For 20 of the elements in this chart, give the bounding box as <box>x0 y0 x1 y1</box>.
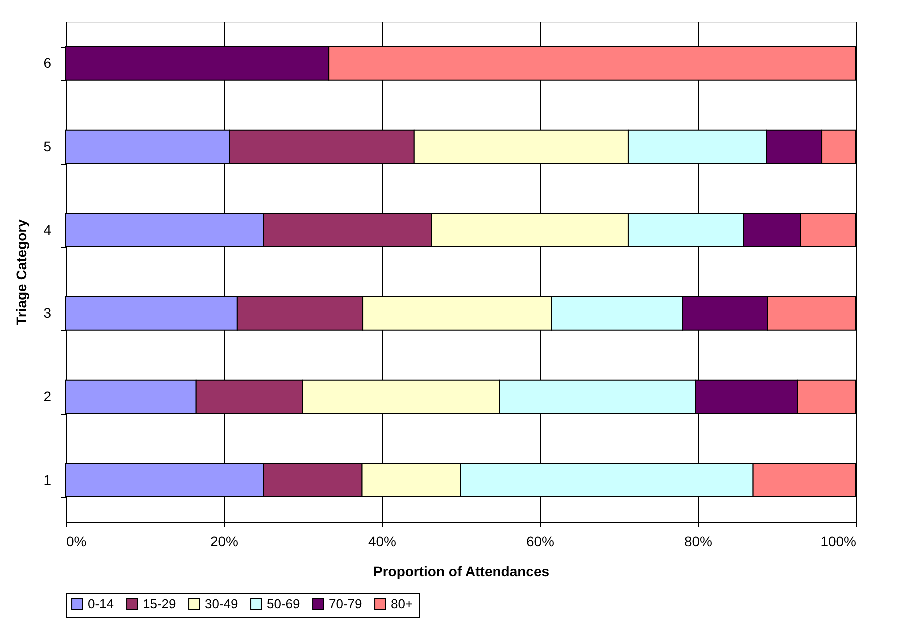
x-tick-label: 80% <box>684 534 713 550</box>
legend-label: 80+ <box>391 596 414 612</box>
y-axis-title: Triage Category <box>14 219 30 326</box>
legend-label: 0-14 <box>88 596 114 612</box>
x-tick-label: 0% <box>66 534 87 550</box>
legend-label: 15-29 <box>143 596 176 612</box>
y-tick-label: 1 <box>44 472 52 488</box>
x-tick-label: 40% <box>368 534 397 550</box>
legend-label: 50-69 <box>267 596 300 612</box>
y-tick-label: 5 <box>44 138 52 154</box>
x-axis-title: Proportion of Attendances <box>373 564 550 580</box>
y-tick-label: 4 <box>44 222 52 238</box>
y-tick-label: 6 <box>44 55 52 72</box>
y-tick-label: 2 <box>44 388 52 404</box>
legend-label: 30-49 <box>205 596 238 612</box>
x-tick-label: 20% <box>210 534 239 550</box>
legend-label: 70-79 <box>329 596 362 612</box>
y-tick-label: 3 <box>44 305 52 322</box>
x-tick-label: 100% <box>820 534 856 550</box>
x-tick-label: 60% <box>526 534 555 550</box>
